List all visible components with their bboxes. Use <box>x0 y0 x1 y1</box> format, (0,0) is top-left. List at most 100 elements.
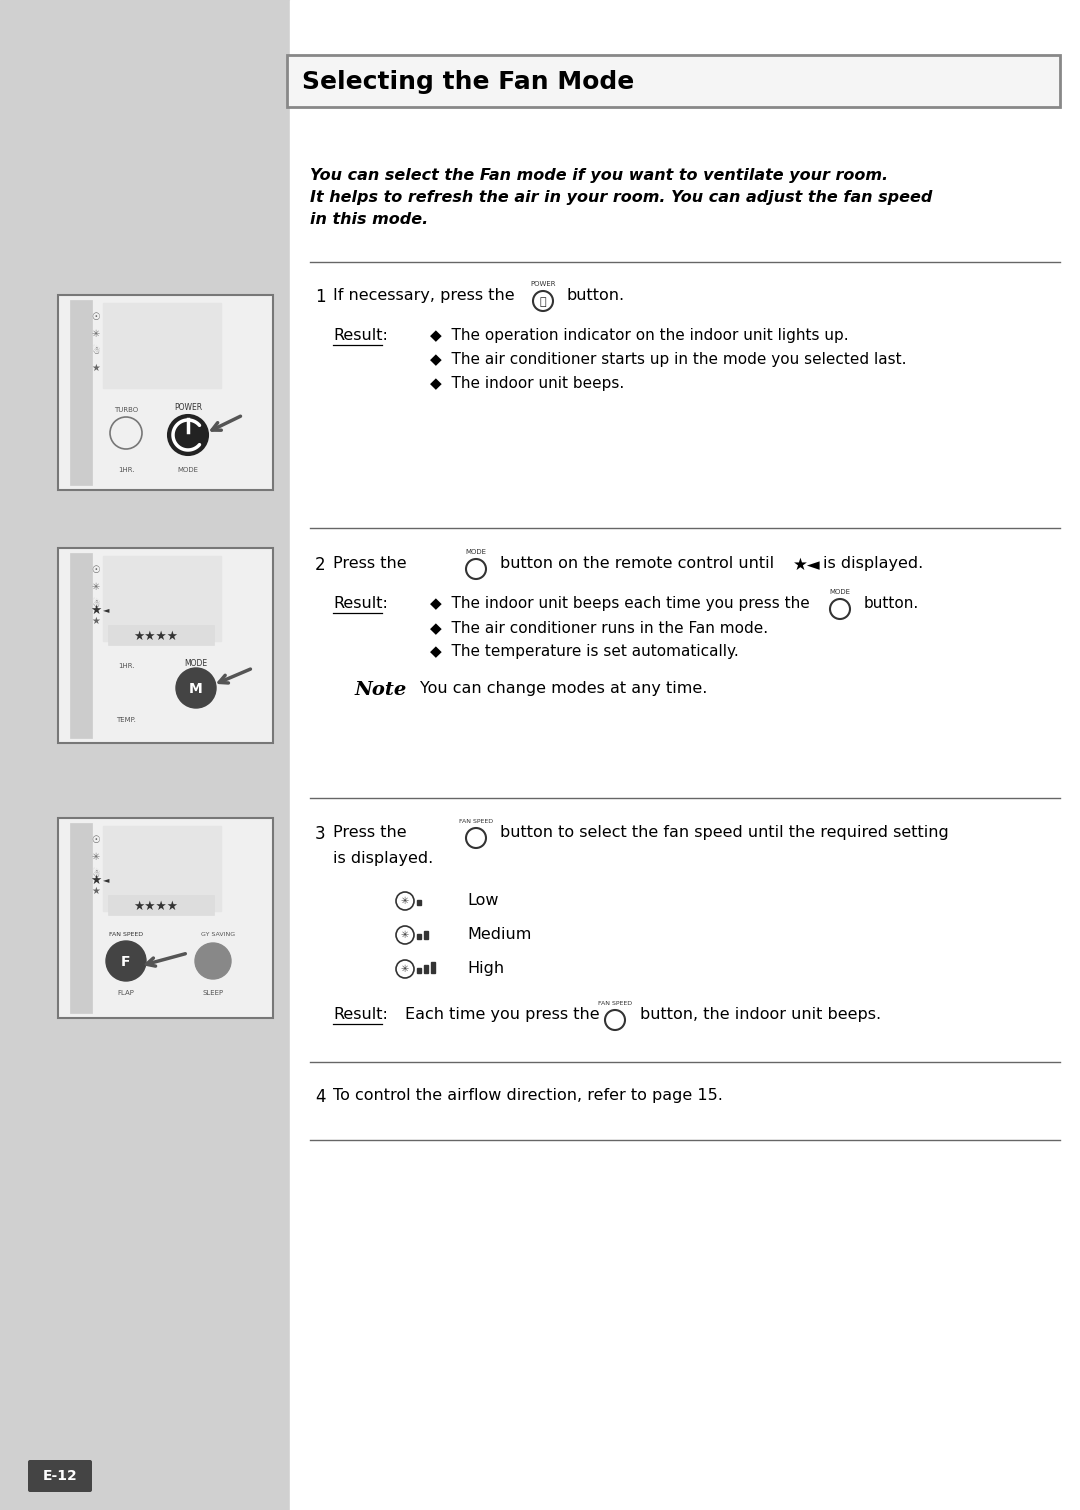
Bar <box>70 553 92 738</box>
Bar <box>417 968 421 972</box>
Text: ☃: ☃ <box>92 599 100 609</box>
Text: ★: ★ <box>92 362 100 373</box>
Text: 3: 3 <box>315 824 326 843</box>
Bar <box>424 932 428 939</box>
Text: ◆  The air conditioner runs in the Fan mode.: ◆ The air conditioner runs in the Fan mo… <box>430 621 768 636</box>
Text: ★: ★ <box>91 604 102 616</box>
Text: 2: 2 <box>315 556 326 574</box>
Text: MODE: MODE <box>465 550 486 556</box>
Text: ★★★★: ★★★★ <box>134 900 178 912</box>
Text: MODE: MODE <box>177 467 199 473</box>
Circle shape <box>106 941 146 982</box>
Text: ◆  The indoor unit beeps.: ◆ The indoor unit beeps. <box>430 376 624 391</box>
Text: 1: 1 <box>315 288 326 307</box>
Text: ☉: ☉ <box>92 565 100 575</box>
Text: ★: ★ <box>92 616 100 627</box>
Text: Note: Note <box>355 681 407 699</box>
Bar <box>70 300 92 485</box>
Text: Medium: Medium <box>467 927 531 942</box>
Bar <box>103 304 221 388</box>
Text: TURBO: TURBO <box>113 408 138 414</box>
Text: ◄: ◄ <box>103 606 109 615</box>
Text: ◄: ◄ <box>103 876 109 885</box>
Bar <box>58 294 273 491</box>
Text: ✳: ✳ <box>401 963 409 974</box>
Text: It helps to refresh the air in your room. You can adjust the fan speed: It helps to refresh the air in your room… <box>310 190 932 205</box>
Text: ✳: ✳ <box>92 852 100 862</box>
Text: MODE: MODE <box>829 589 851 595</box>
Text: Press the: Press the <box>333 556 407 571</box>
Bar <box>417 935 421 939</box>
Text: ☉: ☉ <box>92 835 100 846</box>
Text: button.: button. <box>864 596 919 612</box>
Bar <box>103 556 221 642</box>
Text: button on the remote control until: button on the remote control until <box>500 556 774 571</box>
Bar <box>70 823 92 1013</box>
Bar <box>287 54 1059 107</box>
Text: ☃: ☃ <box>92 868 100 879</box>
Text: ◆  The operation indicator on the indoor unit lights up.: ◆ The operation indicator on the indoor … <box>430 328 849 343</box>
Text: 1HR.: 1HR. <box>118 467 134 473</box>
Text: 1HR.: 1HR. <box>118 663 134 669</box>
Text: POWER: POWER <box>174 403 202 412</box>
Text: ✳: ✳ <box>401 895 409 906</box>
Bar <box>0 0 291 1510</box>
Text: 4: 4 <box>315 1089 325 1105</box>
Text: To control the airflow direction, refer to page 15.: To control the airflow direction, refer … <box>333 1089 723 1102</box>
Text: E-12: E-12 <box>42 1469 78 1483</box>
Text: button.: button. <box>567 288 625 304</box>
Text: button, the indoor unit beeps.: button, the indoor unit beeps. <box>640 1007 881 1022</box>
Text: M: M <box>189 683 203 696</box>
Text: ✳: ✳ <box>92 581 100 592</box>
Text: POWER: POWER <box>530 281 556 287</box>
Text: TEMP.: TEMP. <box>116 717 136 723</box>
Text: ⏻: ⏻ <box>540 297 546 307</box>
Text: ◆  The indoor unit beeps each time you press the: ◆ The indoor unit beeps each time you pr… <box>430 596 810 612</box>
Text: ★★★★: ★★★★ <box>134 630 178 642</box>
Bar <box>417 900 421 904</box>
FancyBboxPatch shape <box>28 1460 92 1492</box>
Bar <box>58 548 273 743</box>
Text: Each time you press the: Each time you press the <box>405 1007 599 1022</box>
Text: SLEEP: SLEEP <box>202 991 224 997</box>
Circle shape <box>176 667 216 708</box>
Text: Press the: Press the <box>333 824 407 840</box>
Text: ✳: ✳ <box>92 329 100 340</box>
Bar <box>58 818 273 1018</box>
Bar <box>103 826 221 911</box>
Text: is displayed.: is displayed. <box>823 556 923 571</box>
Text: ◆  The temperature is set automatically.: ◆ The temperature is set automatically. <box>430 643 739 658</box>
Circle shape <box>195 944 231 978</box>
Text: ◆  The air conditioner starts up in the mode you selected last.: ◆ The air conditioner starts up in the m… <box>430 352 906 367</box>
Text: If necessary, press the: If necessary, press the <box>333 288 515 304</box>
Text: button to select the fan speed until the required setting: button to select the fan speed until the… <box>500 824 948 840</box>
Text: ★◄: ★◄ <box>793 556 821 574</box>
Text: You can change modes at any time.: You can change modes at any time. <box>420 681 707 696</box>
Text: FAN SPEED: FAN SPEED <box>109 932 143 936</box>
Bar <box>291 0 1080 1510</box>
Text: F: F <box>121 954 131 969</box>
Text: is displayed.: is displayed. <box>333 852 433 867</box>
Text: in this mode.: in this mode. <box>310 211 429 226</box>
Circle shape <box>168 415 208 455</box>
Text: You can select the Fan mode if you want to ventilate your room.: You can select the Fan mode if you want … <box>310 168 888 183</box>
Text: ✳: ✳ <box>401 930 409 941</box>
Text: MODE: MODE <box>185 658 207 667</box>
Bar <box>108 895 214 915</box>
Text: Selecting the Fan Mode: Selecting the Fan Mode <box>302 69 634 94</box>
Bar <box>108 625 214 645</box>
Text: High: High <box>467 960 504 975</box>
Text: FAN SPEED: FAN SPEED <box>459 818 494 824</box>
Text: ★: ★ <box>91 873 102 886</box>
Text: Result:: Result: <box>333 596 388 612</box>
Text: ★: ★ <box>92 886 100 895</box>
Text: Result:: Result: <box>333 328 388 343</box>
Text: FAN SPEED: FAN SPEED <box>598 1001 632 1006</box>
Text: Low: Low <box>467 892 499 908</box>
Text: FLAP: FLAP <box>118 991 134 997</box>
Text: GY SAVING: GY SAVING <box>201 932 235 936</box>
Text: ☃: ☃ <box>92 346 100 356</box>
Text: ☉: ☉ <box>92 313 100 322</box>
Bar <box>424 965 428 972</box>
Text: Result:: Result: <box>333 1007 388 1022</box>
